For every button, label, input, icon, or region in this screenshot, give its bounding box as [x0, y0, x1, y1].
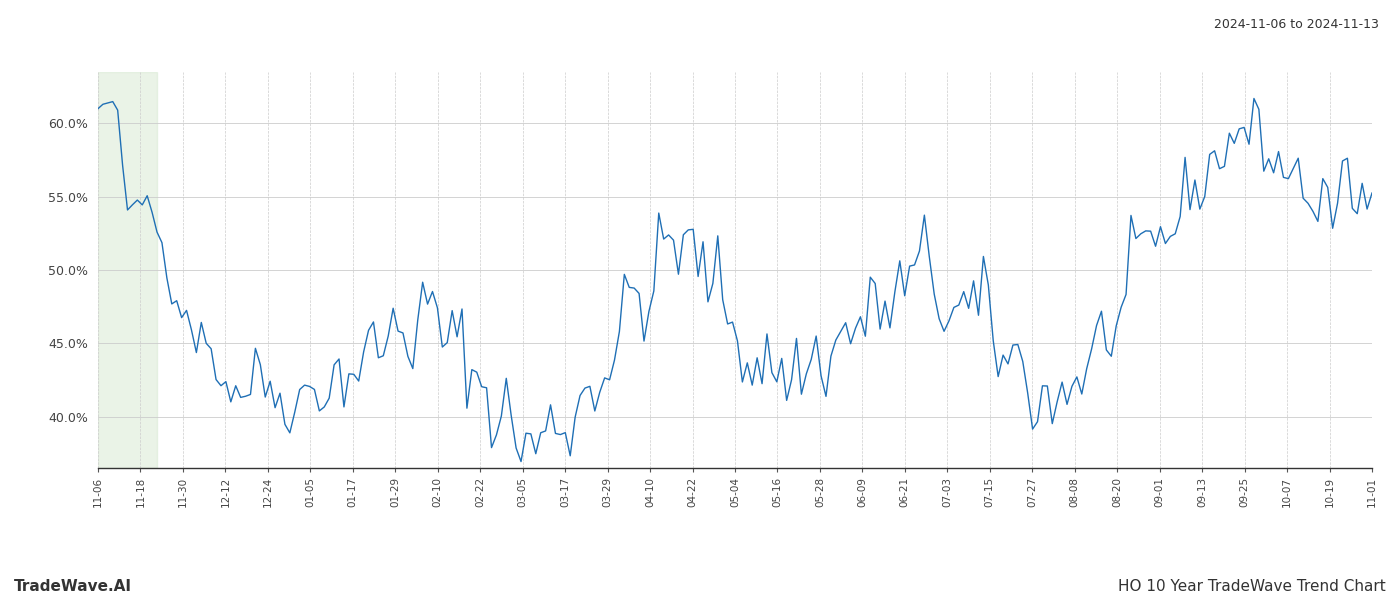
Text: HO 10 Year TradeWave Trend Chart: HO 10 Year TradeWave Trend Chart — [1119, 579, 1386, 594]
Bar — [98, 72, 157, 468]
Text: TradeWave.AI: TradeWave.AI — [14, 579, 132, 594]
Text: 2024-11-06 to 2024-11-13: 2024-11-06 to 2024-11-13 — [1214, 18, 1379, 31]
